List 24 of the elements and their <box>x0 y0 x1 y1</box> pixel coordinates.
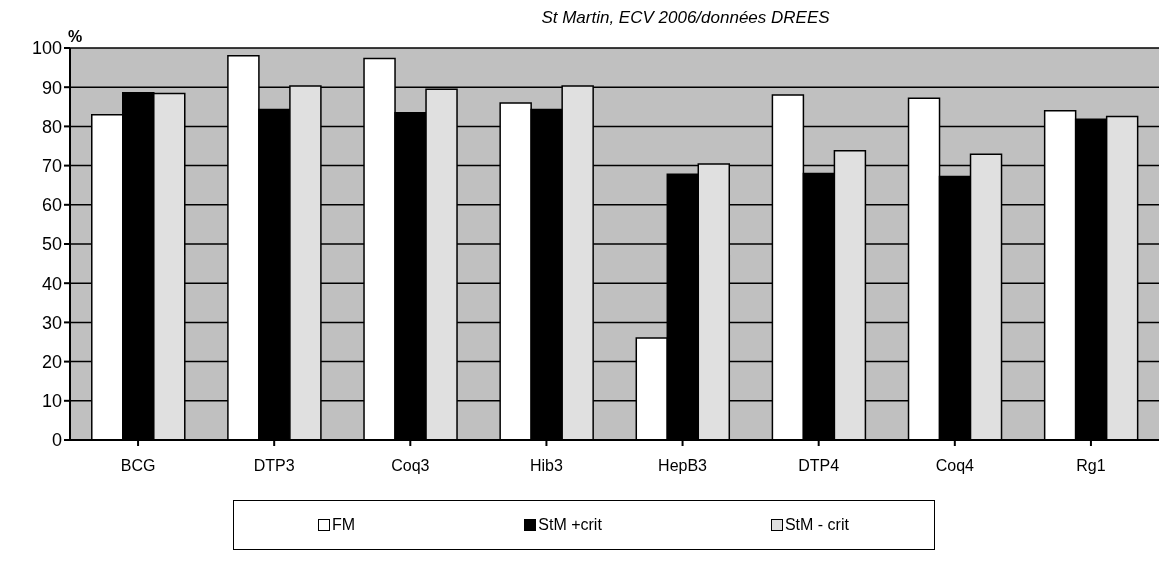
y-tick-label: 70 <box>41 155 62 176</box>
legend-label: FM <box>331 516 356 534</box>
x-tick-label: HepB3 <box>658 457 708 475</box>
x-tick-label: Rg1 <box>1076 457 1106 475</box>
x-tick-label: Hib3 <box>529 457 563 475</box>
y-tick-label: 0 <box>51 430 62 451</box>
y-tick-label: 10 <box>41 391 62 412</box>
y-tick-label: 90 <box>41 77 62 98</box>
legend-label: StM +crit <box>537 516 602 534</box>
chart-title: St Martin, ECV 2006/données DREES <box>541 8 830 27</box>
legend-label: StM - crit <box>783 516 849 534</box>
y-tick-label: 100 <box>31 38 62 59</box>
y-tick-label: 20 <box>41 351 62 372</box>
x-tick-label: DTP3 <box>253 457 295 475</box>
y-tick-label: 30 <box>41 312 62 333</box>
x-tick-label: DTP4 <box>798 457 840 475</box>
y-tick-label: 50 <box>41 234 62 255</box>
x-tick-label: BCG <box>120 457 156 475</box>
x-tick-label: Coq4 <box>935 457 975 475</box>
y-axis-title: % <box>68 28 83 46</box>
y-tick-label: 40 <box>41 273 62 294</box>
x-tick-label: Coq3 <box>391 457 430 475</box>
y-tick-label: 80 <box>41 116 62 137</box>
y-tick-label: 60 <box>41 195 62 216</box>
